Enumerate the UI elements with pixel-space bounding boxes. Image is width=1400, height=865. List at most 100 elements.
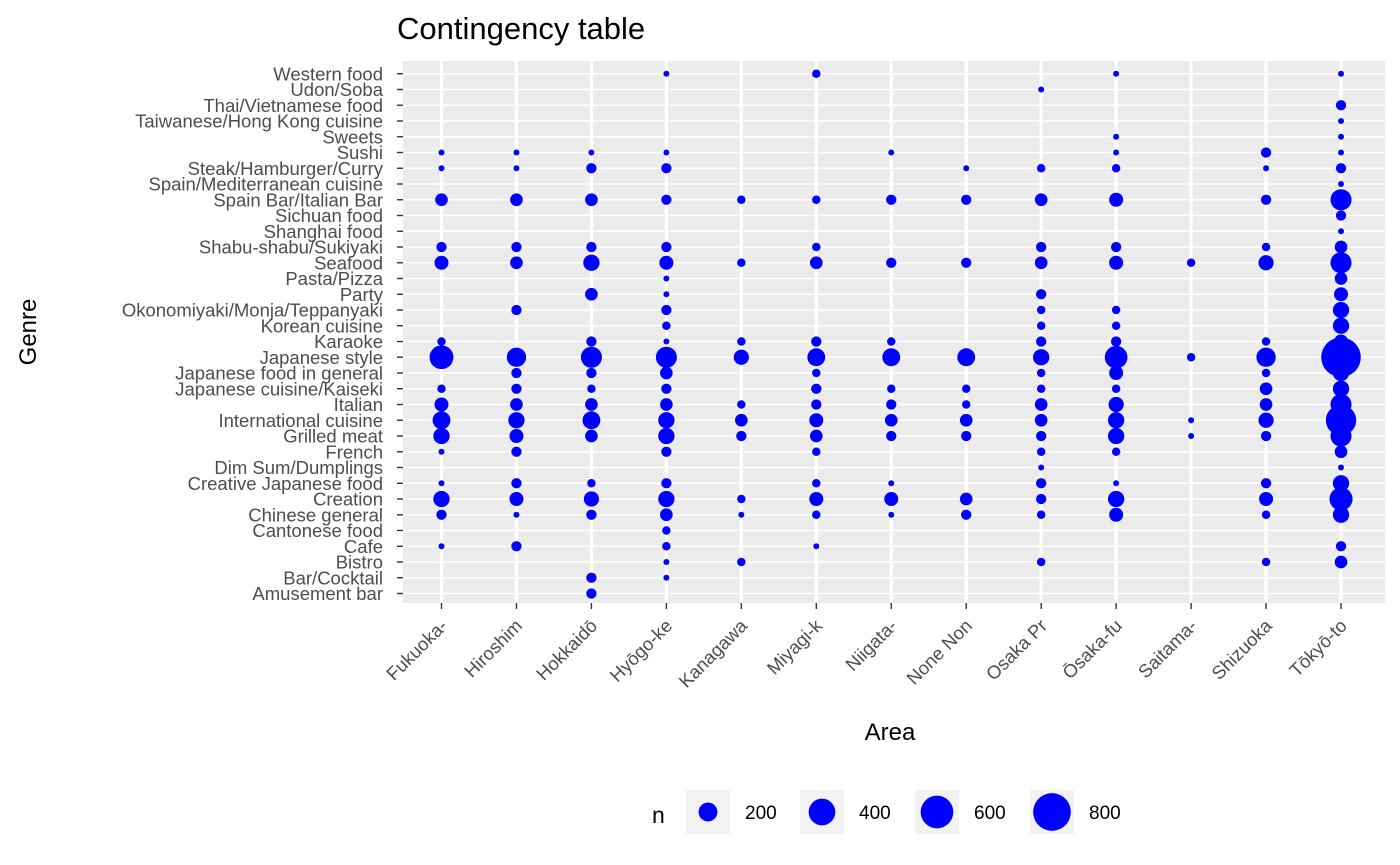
data-point	[812, 242, 821, 252]
data-point	[506, 347, 527, 367]
data-point	[663, 70, 670, 77]
y-tick-label: Chinese general	[248, 504, 383, 525]
data-point	[1259, 382, 1273, 396]
data-point	[434, 255, 449, 270]
legend-key-point	[920, 795, 954, 829]
data-point	[961, 430, 972, 442]
data-point	[1332, 301, 1350, 319]
data-point	[511, 304, 522, 316]
data-point	[1113, 480, 1120, 487]
data-point	[812, 479, 821, 488]
data-point	[882, 348, 901, 367]
data-point	[660, 508, 673, 522]
y-tick-label: Cantonese food	[252, 520, 383, 541]
legend-key-label: 800	[1089, 803, 1121, 824]
data-point	[585, 398, 598, 411]
data-point	[1107, 490, 1125, 508]
data-point	[1259, 398, 1273, 411]
data-point	[513, 149, 520, 156]
y-tick-label: Shanghai food	[264, 221, 383, 242]
data-point	[587, 479, 596, 488]
data-point	[660, 398, 673, 411]
data-point	[812, 368, 821, 378]
x-tick-label: Kanagawa	[674, 614, 751, 691]
data-point	[438, 543, 445, 550]
data-point	[1036, 336, 1047, 347]
data-point	[1256, 347, 1276, 367]
data-point	[1334, 445, 1348, 459]
data-point	[1104, 345, 1128, 369]
data-point	[663, 149, 670, 156]
data-point	[511, 367, 522, 379]
data-point	[1036, 447, 1046, 456]
data-point	[1036, 164, 1046, 173]
y-tick-label: Western food	[273, 63, 383, 84]
data-point	[1188, 417, 1195, 424]
data-point	[511, 446, 522, 457]
data-point	[961, 509, 972, 520]
data-point	[1260, 194, 1272, 205]
data-point	[812, 69, 821, 78]
data-point	[580, 346, 602, 368]
data-point	[1110, 336, 1122, 347]
y-tick-label: Udon/Soba	[290, 79, 383, 100]
data-point	[959, 492, 973, 506]
data-point	[737, 557, 746, 567]
data-point	[887, 384, 896, 393]
y-tick-label: Japanese style	[260, 347, 383, 368]
data-point	[733, 349, 749, 365]
y-tick-label: Sushi	[337, 142, 383, 163]
data-point	[1325, 405, 1357, 436]
data-point	[588, 149, 595, 156]
data-point	[586, 163, 597, 174]
data-point	[658, 427, 675, 445]
data-point	[662, 321, 671, 330]
data-point	[1034, 413, 1048, 427]
data-point	[1261, 557, 1271, 567]
data-point	[1034, 398, 1048, 411]
y-tick-label: Creative Japanese food	[188, 473, 383, 494]
data-point	[959, 413, 973, 427]
data-point	[1036, 493, 1047, 505]
data-point	[811, 383, 822, 394]
data-point	[1107, 412, 1125, 429]
data-point	[1113, 149, 1120, 156]
x-axis-title: Area	[865, 719, 916, 746]
y-tick-label: Shabu-shabu/Sukiyaki	[199, 237, 383, 258]
data-point	[661, 194, 672, 205]
data-point	[511, 241, 522, 253]
data-point	[655, 346, 677, 368]
data-point	[1263, 165, 1270, 172]
data-point	[662, 526, 671, 535]
data-point	[587, 384, 596, 393]
data-point	[1330, 252, 1352, 274]
y-tick-label: Spain/Mediterranean cuisine	[149, 174, 383, 195]
data-point	[1332, 475, 1350, 492]
data-point	[433, 490, 450, 508]
data-point	[812, 510, 821, 519]
data-point	[583, 491, 600, 507]
data-point	[963, 165, 970, 172]
data-point	[1334, 272, 1348, 285]
x-tick-label: Saitama-	[1134, 615, 1201, 682]
data-point	[586, 367, 597, 379]
data-point	[1335, 100, 1347, 111]
data-point	[1109, 507, 1124, 522]
data-point	[962, 400, 971, 409]
data-point	[1113, 133, 1120, 140]
data-point	[957, 348, 976, 367]
data-point	[1036, 241, 1047, 253]
data-point	[1188, 433, 1195, 439]
data-point	[1259, 492, 1274, 506]
y-tick-label: Pasta/Pizza	[285, 268, 383, 289]
data-point	[437, 384, 446, 393]
data-point	[433, 427, 450, 445]
data-point	[582, 411, 601, 430]
data-point	[511, 383, 522, 394]
chart-title: Contingency table	[397, 11, 645, 46]
data-point	[886, 399, 897, 410]
data-point	[1335, 541, 1347, 552]
data-point	[510, 193, 523, 207]
y-tick-label: Grilled meat	[283, 426, 383, 447]
data-point	[1033, 349, 1050, 366]
